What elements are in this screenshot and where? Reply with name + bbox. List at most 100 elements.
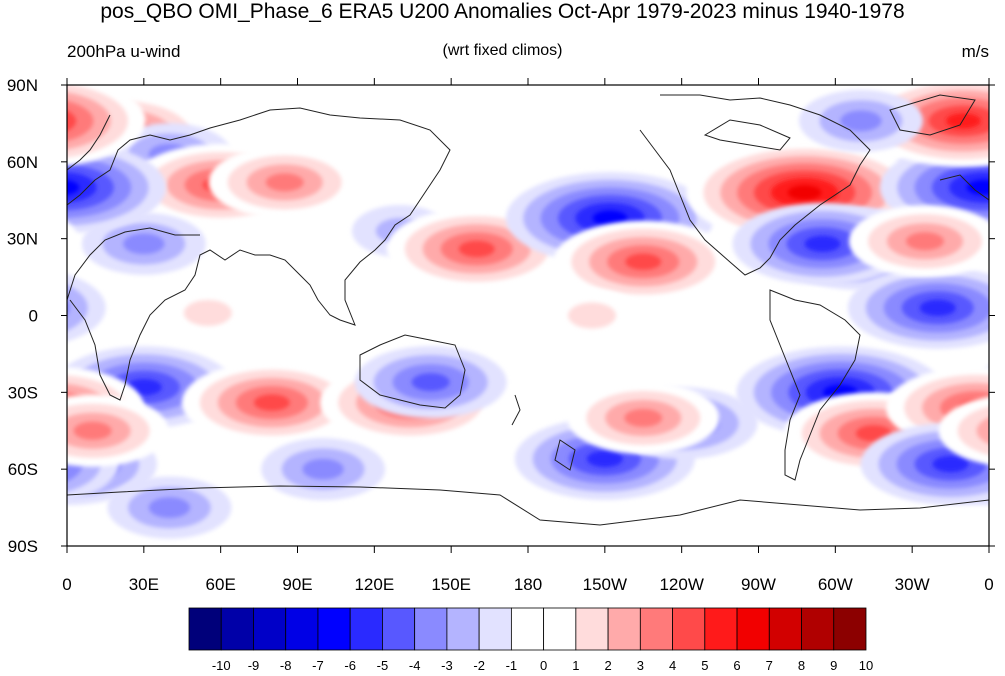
colorbar-swatch	[188, 607, 222, 651]
colorbar-label: -8	[280, 658, 292, 673]
anomaly-contour	[976, 417, 989, 445]
lon-tick-label: 120E	[354, 575, 394, 594]
colorbar-label: 10	[859, 658, 873, 673]
anomaly-contour	[905, 232, 944, 251]
colorbar: -10 -9 -8 -7 -6 -5 -4 -3 -2 -1 0 1 2 3 4 5 6 7 8 9 10	[188, 607, 873, 673]
lon-tick-label: 60W	[818, 575, 853, 594]
colorbar-swatch	[801, 607, 835, 651]
anomaly-contour	[67, 172, 97, 203]
colorbar-label: -10	[212, 658, 231, 673]
colorbar-label: -7	[312, 658, 324, 673]
anomaly-contour	[148, 497, 191, 518]
colorbar-label: 7	[766, 658, 773, 673]
colorbar-swatch	[478, 607, 512, 651]
anomaly-contour	[624, 408, 663, 427]
colorbar-swatch	[220, 607, 254, 651]
anomaly-contour	[253, 394, 290, 411]
anomaly-field	[67, 85, 989, 539]
lat-tick-label: 30S	[8, 383, 38, 402]
lon-tick-label: 120W	[659, 575, 703, 594]
anomaly-contour	[919, 299, 956, 317]
anomaly-contour	[592, 210, 628, 226]
anomaly-contour	[302, 458, 344, 480]
colorbar-label: -4	[409, 658, 421, 673]
colorbar-swatch	[672, 607, 706, 651]
colorbar-swatch	[349, 607, 383, 651]
reference-label: (wrt fixed climos)	[442, 42, 563, 59]
lon-tick-label: 0	[984, 575, 993, 594]
anomaly-contour	[840, 110, 882, 132]
map-title: pos_QBO OMI_Phase_6 ERA5 U200 Anomalies …	[100, 0, 905, 23]
colorbar-label: -2	[473, 658, 485, 673]
colorbar-swatch	[414, 607, 448, 651]
colorbar-swatch	[833, 607, 867, 651]
anomaly-contour	[67, 180, 80, 195]
lat-tick-label: 90S	[8, 537, 38, 556]
colorbar-label: 1	[572, 658, 579, 673]
colorbar-label: 4	[669, 658, 676, 673]
lon-tick-label: 150W	[583, 575, 627, 594]
colorbar-swatch	[768, 607, 802, 651]
anomaly-contour	[586, 450, 623, 468]
anomaly-contour	[625, 253, 662, 270]
lat-tick-label: 90N	[7, 76, 38, 95]
anomaly-contour	[957, 406, 989, 455]
anomaly-contour	[804, 235, 841, 252]
lon-tick-label: 90W	[741, 575, 776, 594]
colorbar-swatch	[510, 607, 545, 651]
anomaly-contour	[932, 455, 969, 473]
colorbar-swatch	[285, 607, 319, 651]
coastlines	[67, 94, 989, 526]
colorbar-swatch	[543, 607, 577, 651]
colorbar-label: -9	[248, 658, 260, 673]
anomaly-contour	[73, 421, 112, 440]
anomaly-contour	[946, 113, 981, 129]
anomaly-contour	[458, 240, 495, 258]
colorbar-label: -6	[344, 658, 356, 673]
lon-tick-label: 60E	[206, 575, 236, 594]
anomaly-contour	[67, 100, 94, 141]
anomaly-contour	[411, 373, 450, 392]
colorbar-label: 2	[604, 658, 611, 673]
lat-tick-label: 30N	[7, 230, 38, 249]
anomaly-contour	[568, 302, 617, 329]
colorbar-swatch	[446, 607, 480, 651]
anomaly-contour	[67, 300, 70, 316]
colorbar-label: 3	[637, 658, 644, 673]
colorbar-swatch	[575, 607, 609, 651]
latitude-axis: 90N 60N 30N 0 30S 60S 90S	[7, 76, 995, 556]
colorbar-label: -3	[441, 658, 453, 673]
colorbar-swatch	[639, 607, 673, 651]
anomaly-contour	[265, 173, 304, 192]
anomaly-contour	[966, 179, 989, 196]
lon-tick-label: 30E	[129, 575, 159, 594]
colorbar-swatch	[607, 607, 641, 651]
longitude-axis: 0 30E 60E 90E 120E 150E 180 150W 120W 90W 60W 30W 0	[62, 78, 994, 594]
lat-tick-label: 0	[29, 307, 38, 326]
anomaly-contour	[67, 274, 106, 342]
colorbar-label: -5	[377, 658, 389, 673]
colorbar-label: 6	[733, 658, 740, 673]
lat-tick-label: 60N	[7, 153, 38, 172]
lon-tick-label: 180	[514, 575, 542, 594]
colorbar-label: 0	[540, 658, 547, 673]
lon-tick-label: 30W	[895, 575, 930, 594]
colorbar-swatch	[253, 607, 287, 651]
variable-label: 200hPa u-wind	[67, 42, 181, 61]
lon-tick-label: 150E	[431, 575, 471, 594]
colorbar-swatch	[317, 607, 351, 651]
colorbar-swatch	[704, 607, 738, 651]
units-label: m/s	[961, 42, 989, 61]
anomaly-contour	[183, 299, 232, 326]
colorbar-swatch	[736, 607, 770, 651]
colorbar-swatch	[382, 607, 416, 651]
anomaly-contour	[67, 110, 77, 132]
anomaly-contour	[67, 221, 79, 261]
colorbar-label: 5	[701, 658, 708, 673]
anomaly-contour	[123, 233, 165, 255]
lon-tick-label: 90E	[282, 575, 312, 594]
anomaly-contour	[787, 185, 822, 200]
lat-tick-label: 60S	[8, 460, 38, 479]
colorbar-label: 9	[830, 658, 837, 673]
